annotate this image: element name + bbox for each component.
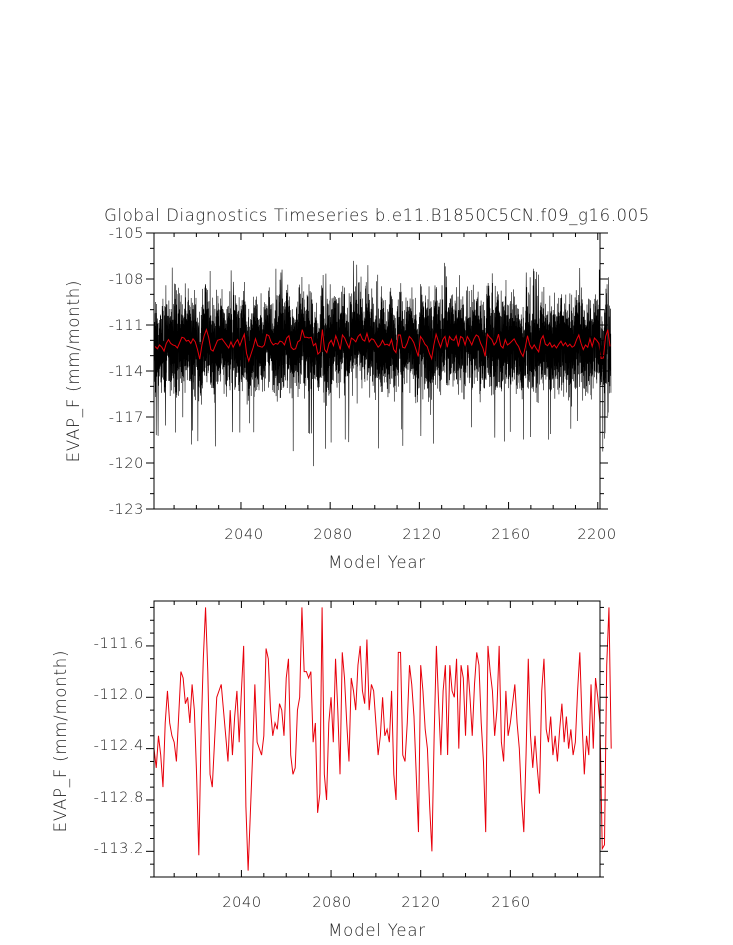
top-y-axis-label: EVAP_F (mm/month) — [64, 280, 83, 463]
top-x-tick-label: 2120 — [402, 527, 441, 543]
top-panel: Global Diagnostics Timeseries b.e11.B185… — [64, 206, 650, 572]
bottom-y-tick-label: -112.0 — [94, 687, 144, 703]
top-y-tick-label: -123 — [109, 502, 144, 518]
top-y-tick-label: -111 — [109, 318, 144, 334]
bottom-x-axis-label: Model Year — [328, 921, 426, 940]
bottom-plot-frame — [153, 600, 601, 878]
top-y-tick-label: -120 — [109, 456, 144, 472]
bottom-x-tick-label: 2040 — [222, 895, 261, 911]
top-tick-marks — [146, 232, 608, 510]
bottom-series-group — [153, 607, 612, 871]
top-y-tick-labels: -105 -108 -111 -114 -117 -120 -123 — [109, 226, 144, 518]
bottom-y-tick-label: -112.8 — [94, 790, 144, 806]
top-y-tick-label: -108 — [109, 272, 144, 288]
bottom-y-tick-label: -113.2 — [94, 841, 144, 857]
annual-mean-overlay-line — [154, 327, 611, 363]
annual-mean-series-line — [153, 607, 612, 871]
top-x-tick-label: 2040 — [224, 527, 263, 543]
bottom-panel: 2040 2080 2120 2160 -111.6 -112.0 -112.4… — [51, 600, 612, 940]
bottom-y-axis-label: EVAP_F (mm/month) — [51, 650, 70, 833]
top-y-tick-label: -114 — [109, 364, 144, 380]
bottom-tick-marks — [146, 601, 608, 878]
top-x-tick-labels: 2040 2080 2120 2160 2200 — [224, 527, 616, 543]
bottom-y-tick-labels: -111.6 -112.0 -112.4 -112.8 -113.2 — [94, 636, 144, 857]
top-y-tick-label: -105 — [109, 226, 144, 242]
bottom-x-tick-label: 2160 — [491, 895, 530, 911]
bottom-y-tick-label: -112.4 — [94, 738, 144, 754]
top-x-axis-label: Model Year — [328, 553, 426, 572]
bottom-y-tick-label: -111.6 — [94, 636, 144, 652]
top-x-tick-label: 2080 — [313, 527, 352, 543]
top-chart-title: Global Diagnostics Timeseries b.e11.B185… — [104, 206, 650, 225]
top-series-group — [153, 260, 612, 467]
top-x-tick-label: 2200 — [577, 527, 616, 543]
monthly-series-line — [153, 260, 612, 467]
bottom-x-tick-label: 2080 — [312, 895, 351, 911]
top-y-tick-label: -117 — [109, 410, 144, 426]
bottom-x-tick-label: 2120 — [401, 895, 440, 911]
bottom-x-tick-labels: 2040 2080 2120 2160 — [222, 895, 530, 911]
top-x-tick-label: 2160 — [491, 527, 530, 543]
